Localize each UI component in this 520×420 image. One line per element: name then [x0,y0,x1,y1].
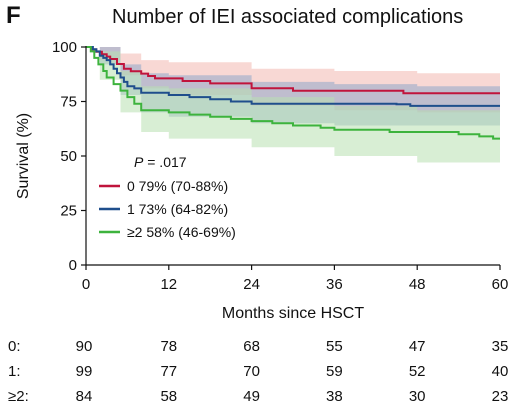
y-axis-title: Survival (%) [15,113,32,199]
risk-cell: 84 [76,388,93,405]
risk-cell: 47 [409,338,426,355]
risk-cell: 52 [409,363,426,380]
risk-cell: 90 [76,338,93,355]
risk-row-label: 0: [8,338,21,355]
risk-cell: 35 [492,338,509,355]
survival-curves [86,46,500,140]
x-tick-label: 12 [160,276,177,293]
risk-cell: 59 [326,363,343,380]
risk-cell: 77 [160,363,177,380]
risk-cell: 68 [243,338,260,355]
y-tick-label: 75 [60,94,77,111]
risk-row-label: ≥2: [8,388,29,405]
x-axis-title: Months since HSCT [222,305,364,322]
y-tick-label: 0 [69,257,77,274]
axes: 0 25 50 75 100 0 12 24 36 48 60 Months since HSCT Su… [15,39,508,322]
risk-cell: 23 [492,388,509,405]
confidence-bands [86,47,500,165]
y-tick-label: 25 [60,203,77,220]
risk-cell: 78 [160,338,177,355]
x-tick-label: 24 [243,276,260,293]
risk-cell: 30 [409,388,426,405]
ci-band-2 [86,47,500,165]
risk-cell: 40 [492,363,509,380]
panel-letter: F [6,2,21,29]
risk-cell: 70 [243,363,260,380]
survival-curve-1 [86,46,500,107]
survival-curve-2 [86,46,500,140]
risk-cell: 38 [326,388,343,405]
risk-cell: 99 [76,363,93,380]
risk-row-label: 1: [8,363,21,380]
x-tick-label: 0 [82,276,90,293]
risk-table: 0: 90 78 68 55 47 35 1: 99 77 70 59 52 40 ≥2: 84 58 49 38 3… [8,338,508,405]
risk-cell: 58 [160,388,177,405]
risk-cell: 49 [243,388,260,405]
y-tick-label: 50 [60,148,77,165]
y-tick-label: 100 [52,39,77,56]
p-value-annotation: P = .017 [134,154,187,170]
legend-label-2: ≥2 58% (46-69%) [127,224,236,240]
x-tick-label: 60 [492,276,509,293]
chart-title: Number of IEI associated complications [112,6,464,28]
legend-label-0: 0 79% (70-88%) [127,178,228,194]
legend-label-1: 1 73% (64-82%) [127,201,228,217]
x-tick-label: 36 [326,276,343,293]
survival-curve-0 [86,46,500,95]
risk-cell: 55 [326,338,343,355]
x-tick-label: 48 [409,276,426,293]
legend: P = .017 0 79% (70-88%) 1 73% (64-82%) ≥2 5… [99,154,236,240]
